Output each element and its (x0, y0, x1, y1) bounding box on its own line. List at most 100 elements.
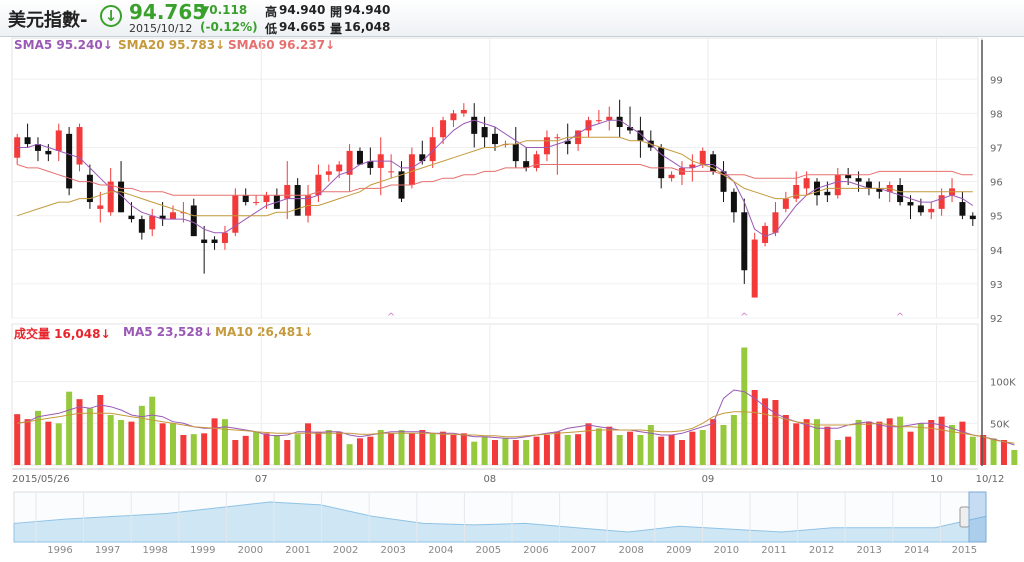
candle-body (76, 127, 83, 165)
open-value: 94.940 (344, 3, 391, 17)
navigator-year-label: 2015 (952, 545, 977, 556)
volume-bar (782, 415, 789, 465)
volume-bar (959, 421, 966, 465)
candle-body (595, 120, 602, 122)
candle-body (107, 181, 114, 213)
candle-body (606, 116, 613, 121)
candle-body (346, 150, 353, 175)
navigator-year-label: 2007 (571, 545, 596, 556)
x-tick-label: 10 (930, 474, 943, 485)
vma5-legend: MA5 23,528↓ (123, 325, 214, 339)
volume-bar (627, 431, 634, 465)
volume-bar (440, 431, 447, 465)
volume-bar (492, 440, 498, 465)
line-sma5 (17, 119, 974, 237)
price-tick-label: 94 (990, 246, 1003, 257)
navigator-year-label: 2013 (856, 545, 881, 556)
volume-bar (253, 431, 260, 465)
price-tick-label: 93 (990, 280, 1003, 291)
low-label: 低 (265, 22, 278, 36)
navigator-year-label: 1997 (95, 545, 120, 556)
volume-tick-label: 50K (990, 419, 1010, 430)
volume-bar (305, 423, 312, 465)
candle-body (928, 208, 935, 213)
candle-body (658, 147, 665, 179)
volume-bar (824, 426, 831, 465)
navigator-selected-range (968, 491, 987, 543)
candle-body (34, 144, 41, 151)
volume-value: 16,048 (344, 20, 391, 34)
quote-header: 美元指數- ↓ 94.765 2015/10/12 ▼0.118 (-0.12%… (0, 0, 1024, 37)
volume-bar (886, 418, 893, 465)
volume-bar (190, 434, 197, 465)
candle-body (627, 127, 634, 131)
candle-body (782, 198, 789, 209)
volume-bar (751, 390, 758, 465)
candle-body (440, 120, 447, 138)
volume-bar (388, 433, 395, 465)
volume-bar (97, 395, 104, 465)
candle-body (616, 116, 623, 128)
navigator-year-label: 2011 (761, 545, 786, 556)
volume-bar (66, 391, 73, 465)
navigator-handle[interactable] (959, 506, 970, 528)
candle-body (367, 161, 374, 168)
volume-bar (398, 430, 405, 465)
candle-body (138, 219, 145, 233)
candle-body (554, 137, 561, 139)
volume-bar (232, 440, 239, 465)
candle-body (564, 140, 571, 145)
volume-bar (803, 419, 810, 465)
candle-body (523, 161, 530, 168)
instrument-name: 美元指數- (8, 10, 88, 31)
volume-bar (429, 433, 436, 465)
sma20-legend: SMA20 95.783↓ (118, 38, 226, 52)
navigator-year-label: 2002 (333, 545, 358, 556)
volume-bar (897, 416, 904, 465)
volume-bar (606, 426, 613, 465)
volume-bar (710, 419, 717, 465)
volume-bar (170, 423, 176, 465)
candle-body (14, 137, 21, 158)
candle-body (170, 212, 176, 220)
candle-body (450, 113, 457, 121)
line-sma20 (17, 136, 973, 217)
price-tick-label: 92 (990, 314, 1003, 325)
x-tick-label: 07 (255, 474, 268, 485)
volume-bar (86, 408, 93, 465)
volume-bar (865, 421, 872, 465)
volume-bar (211, 418, 218, 465)
candle-body (845, 174, 852, 179)
navigator-year-label: 1996 (47, 545, 72, 556)
volume-bar (772, 400, 779, 465)
navigator-year-label: 2008 (618, 545, 643, 556)
candle-body (242, 195, 249, 203)
candle-body (253, 202, 260, 204)
candle-body (803, 178, 810, 189)
candle-body (512, 144, 519, 162)
candle-body (533, 154, 540, 168)
volume-bar (969, 436, 976, 465)
candle-body (66, 133, 73, 189)
navigator-year-label: 2014 (904, 545, 929, 556)
price-tick-label: 98 (990, 109, 1003, 120)
candle-body (938, 195, 945, 209)
line-sma60 (17, 164, 973, 196)
x-tick-label: 2015/05/26 (12, 474, 70, 485)
candle-body (190, 205, 197, 237)
x-tick-label: 09 (702, 474, 715, 485)
candle-body (876, 188, 883, 192)
open-label: 開 (330, 5, 343, 19)
sma60-legend: SMA60 96.237↓ (228, 38, 336, 52)
candle-body (471, 116, 478, 134)
candle-body (429, 137, 436, 162)
volume-bar (616, 435, 623, 465)
volume-bar (658, 436, 665, 465)
volume-bar (564, 435, 571, 465)
down-arrow-icon: ↓ (100, 5, 122, 27)
navigator-year-label: 2004 (428, 545, 453, 556)
volume-bar (315, 431, 322, 465)
candle-body (221, 232, 228, 243)
navigator-year-label: 2001 (285, 545, 310, 556)
